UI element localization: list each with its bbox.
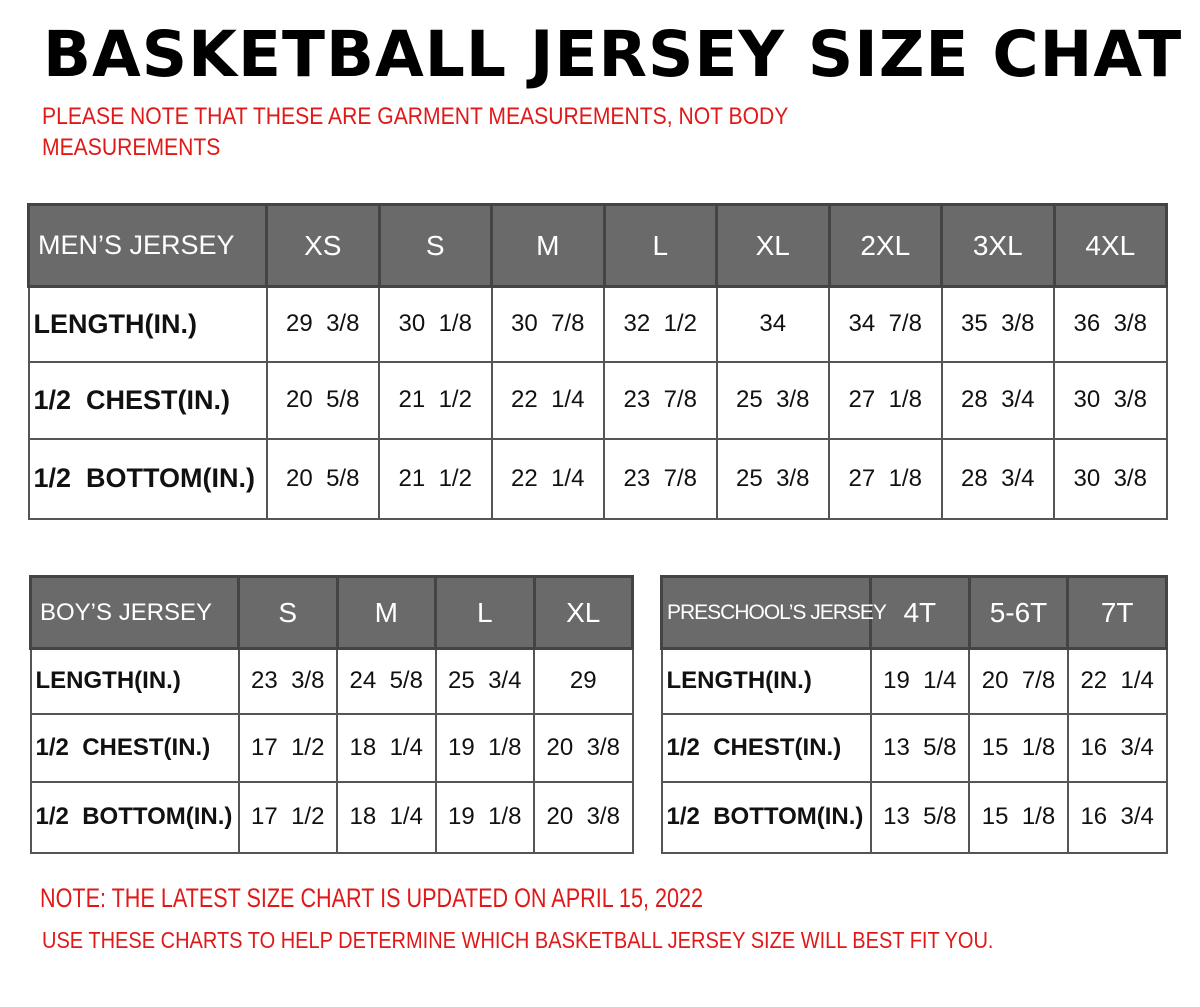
measurement-cell: 36 3/8 xyxy=(1053,285,1168,363)
measurement-cell: 15 1/8 xyxy=(968,780,1069,854)
measurement-cell: 21 1/2 xyxy=(378,360,493,440)
size-header: 7T xyxy=(1066,575,1168,650)
measurement-cell: 20 5/8 xyxy=(265,360,380,440)
measurement-label: LENGTH(IN.) xyxy=(27,285,268,363)
measurement-cell: 29 xyxy=(533,647,634,715)
size-header: S xyxy=(237,575,339,650)
measurement-cell: 35 3/8 xyxy=(940,285,1055,363)
measurement-cell: 20 3/8 xyxy=(533,712,634,783)
measurement-cell: 17 1/2 xyxy=(237,780,338,854)
fit-note: USE THESE CHARTS TO HELP DETERMINE WHICH… xyxy=(42,927,994,953)
table-title: BOY’S JERSEY xyxy=(29,575,240,650)
table-row: 1/2 CHEST(IN.) 17 1/2 18 1/4 19 1/8 20 3/8 xyxy=(29,712,634,783)
size-header: XL xyxy=(532,575,634,650)
page-title: BASKETBALL JERSEY SIZE CHAT xyxy=(43,18,1183,91)
measurement-cell: 27 1/8 xyxy=(828,360,943,440)
measurement-cell: 13 5/8 xyxy=(869,780,971,854)
size-header: M xyxy=(490,203,606,288)
table-row: LENGTH(IN.) 29 3/8 30 1/8 30 7/8 32 1/2 34 34 … xyxy=(27,285,1168,363)
header-row: MEN’S JERSEY XS S M L XL 2XL 3XL 4XL xyxy=(27,203,1168,288)
measurement-label: LENGTH(IN.) xyxy=(29,647,240,715)
measurement-cell: 34 7/8 xyxy=(828,285,943,363)
table-title: PRESCHOOL’S JERSEY xyxy=(660,575,887,650)
size-header: L xyxy=(602,203,718,288)
measurement-cell: 32 1/2 xyxy=(603,285,718,363)
measurement-cell: 23 7/8 xyxy=(603,360,718,440)
measurement-label: 1/2 BOTTOM(IN.) xyxy=(27,437,268,520)
garment-note: PLEASE NOTE THAT THESE ARE GARMENT MEASU… xyxy=(42,103,789,130)
measurement-cell: 16 3/4 xyxy=(1066,712,1168,783)
measurement-label: 1/2 BOTTOM(IN.) xyxy=(29,780,240,854)
measurement-cell: 28 3/4 xyxy=(940,360,1055,440)
measurement-cell: 19 1/8 xyxy=(434,712,535,783)
boys-size-table: BOY’S JERSEY S M L XL LENGTH(IN.) 23 3/8 24 5/8… xyxy=(29,575,634,854)
measurement-cell: 22 1/4 xyxy=(1066,647,1168,715)
measurement-cell: 25 3/8 xyxy=(715,437,830,520)
measurement-cell: 25 3/4 xyxy=(434,647,535,715)
table-row: 1/2 CHEST(IN.) 13 5/8 15 1/8 16 3/4 xyxy=(660,712,1168,783)
measurement-cell: 22 1/4 xyxy=(490,360,605,440)
table-row: 1/2 BOTTOM(IN.) 17 1/2 18 1/4 19 1/8 20 3/8 xyxy=(29,780,634,854)
measurement-cell: 30 3/8 xyxy=(1053,360,1168,440)
size-header: 3XL xyxy=(940,203,1056,288)
table-row: LENGTH(IN.) 19 1/4 20 7/8 22 1/4 xyxy=(660,647,1168,715)
measurement-cell: 18 1/4 xyxy=(336,780,437,854)
mens-size-table: MEN’S JERSEY XS S M L XL 2XL 3XL 4XL LENGTH(IN.) 2… xyxy=(27,203,1168,520)
size-header: XS xyxy=(265,203,381,288)
size-header: XL xyxy=(715,203,831,288)
size-header: 5-6T xyxy=(967,575,1070,650)
measurement-cell: 27 1/8 xyxy=(828,437,943,520)
measurement-cell: 24 5/8 xyxy=(336,647,437,715)
measurement-cell: 15 1/8 xyxy=(968,712,1069,783)
garment-note-cont: MEASUREMENTS xyxy=(42,134,221,161)
measurement-cell: 28 3/4 xyxy=(940,437,1055,520)
update-note: NOTE: THE LATEST SIZE CHART IS UPDATED O… xyxy=(40,883,704,913)
measurement-cell: 23 3/8 xyxy=(237,647,338,715)
measurement-cell: 30 3/8 xyxy=(1053,437,1168,520)
measurement-cell: 21 1/2 xyxy=(378,437,493,520)
preschool-size-table: PRESCHOOL’S JERSEY 4T 5-6T 7T LENGTH(IN.) 19 … xyxy=(660,575,1168,854)
size-header: 4T xyxy=(869,575,971,650)
table-row: 1/2 BOTTOM(IN.) 13 5/8 15 1/8 16 3/4 xyxy=(660,780,1168,854)
measurement-label: 1/2 CHEST(IN.) xyxy=(660,712,872,783)
size-header: S xyxy=(377,203,493,288)
measurement-cell: 23 7/8 xyxy=(603,437,718,520)
measurement-cell: 30 1/8 xyxy=(378,285,493,363)
measurement-cell: 25 3/8 xyxy=(715,360,830,440)
measurement-label: 1/2 BOTTOM(IN.) xyxy=(660,780,872,854)
measurement-cell: 13 5/8 xyxy=(869,712,971,783)
size-header: 2XL xyxy=(827,203,943,288)
measurement-cell: 34 xyxy=(715,285,830,363)
size-header: 4XL xyxy=(1052,203,1168,288)
size-header: L xyxy=(434,575,536,650)
measurement-cell: 29 3/8 xyxy=(265,285,380,363)
measurement-cell: 30 7/8 xyxy=(490,285,605,363)
table-row: 1/2 CHEST(IN.) 20 5/8 21 1/2 22 1/4 23 7/8 25… xyxy=(27,360,1168,440)
header-row: BOY’S JERSEY S M L XL xyxy=(29,575,634,650)
measurement-cell: 16 3/4 xyxy=(1066,780,1168,854)
measurement-cell: 22 1/4 xyxy=(490,437,605,520)
measurement-cell: 19 1/4 xyxy=(869,647,971,715)
measurement-cell: 19 1/8 xyxy=(434,780,535,854)
table-row: 1/2 BOTTOM(IN.) 20 5/8 21 1/2 22 1/4 23 7/8 2… xyxy=(27,437,1168,520)
measurement-cell: 20 7/8 xyxy=(968,647,1069,715)
measurement-label: LENGTH(IN.) xyxy=(660,647,872,715)
header-row: PRESCHOOL’S JERSEY 4T 5-6T 7T xyxy=(660,575,1168,650)
measurement-label: 1/2 CHEST(IN.) xyxy=(29,712,240,783)
size-header: M xyxy=(335,575,437,650)
measurement-cell: 20 3/8 xyxy=(533,780,634,854)
measurement-cell: 18 1/4 xyxy=(336,712,437,783)
measurement-cell: 20 5/8 xyxy=(265,437,380,520)
table-title: MEN’S JERSEY xyxy=(27,203,268,288)
measurement-cell: 17 1/2 xyxy=(237,712,338,783)
table-row: LENGTH(IN.) 23 3/8 24 5/8 25 3/4 29 xyxy=(29,647,634,715)
measurement-label: 1/2 CHEST(IN.) xyxy=(27,360,268,440)
